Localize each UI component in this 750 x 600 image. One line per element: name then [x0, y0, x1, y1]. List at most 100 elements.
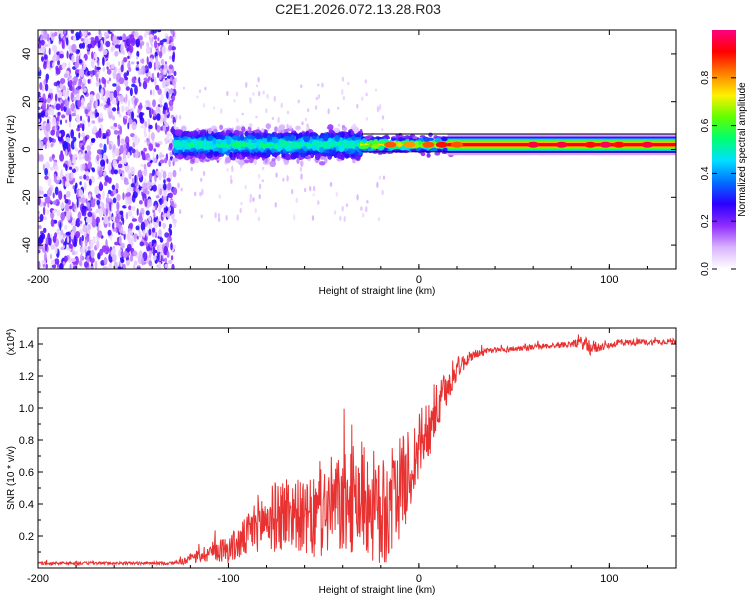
heatmap-cell [226, 129, 231, 134]
heatmap-cell [134, 31, 139, 39]
heatmap-cell [163, 183, 167, 191]
heatmap-cell [257, 76, 260, 83]
heatmap-cell [90, 266, 94, 269]
heatmap-cell [79, 220, 83, 225]
heatmap-cell [174, 202, 177, 208]
heatmap-cell [98, 205, 100, 209]
heatmap-cell [168, 88, 174, 95]
heatmap-cell [271, 117, 275, 120]
heatmap-cell [91, 120, 96, 124]
heatmap-cell [70, 129, 74, 139]
heatmap-cell [218, 131, 225, 135]
heatmap-cell [105, 132, 109, 137]
heatmap-cell [350, 149, 356, 153]
heatmap-cell [144, 132, 147, 138]
snr-x-tick-label: -100 [217, 573, 239, 585]
heatmap-cell [419, 149, 427, 152]
heatmap-cell [125, 212, 129, 220]
heatmap-cell [87, 43, 92, 49]
heatmap-cell [202, 170, 206, 176]
heatmap-cell [43, 61, 47, 65]
heatmap-cell [182, 136, 189, 140]
heatmap-cell [527, 141, 540, 148]
heatmap-noise-speckle [38, 30, 386, 269]
heatmap-cell [68, 75, 72, 79]
heatmap-cell [157, 254, 160, 262]
heatmap-cell [60, 119, 62, 125]
heatmap-cell [288, 142, 293, 149]
heatmap-cell [434, 151, 441, 156]
heatmap-cell [265, 149, 272, 157]
heatmap-cell [140, 43, 142, 50]
heatmap-cell [65, 100, 70, 106]
heatmap-cell [289, 125, 292, 130]
heatmap-cell [167, 107, 170, 113]
heatmap-cell [119, 144, 124, 154]
heatmap-cell [155, 84, 160, 91]
heatmap-cell [162, 38, 168, 43]
heatmap-cell [160, 58, 165, 65]
heatmap-cell [128, 205, 132, 211]
heatmap-cell [250, 139, 258, 143]
heatmap-cell [44, 83, 49, 92]
heatmap-cell [319, 146, 325, 153]
heatmap-cell [157, 37, 160, 42]
heatmap-cell [254, 133, 262, 140]
heatmap-cell [119, 77, 125, 85]
heatmap-cell [94, 65, 97, 75]
heatmap-cell [151, 239, 157, 244]
heatmap-cell [76, 116, 81, 123]
heatmap-cell [89, 114, 95, 119]
heatmap-cell [226, 90, 229, 97]
heatmap-cell [79, 68, 85, 78]
heatmap-cell [305, 130, 309, 136]
heatmap-cell [138, 231, 142, 238]
heatmap-x-tick-label: -100 [217, 274, 239, 286]
heatmap-cell [44, 175, 49, 180]
heatmap-cell [45, 110, 48, 117]
heatmap-cell [138, 76, 141, 84]
heatmap-cell [187, 142, 194, 147]
heatmap-cell [131, 121, 137, 131]
heatmap-cell [88, 206, 92, 213]
heatmap-cell [296, 157, 300, 164]
heatmap-cell [555, 141, 568, 148]
heatmap-cell [282, 177, 285, 182]
heatmap-cell [170, 30, 175, 35]
heatmap-cell [104, 104, 109, 108]
heatmap-cell [54, 186, 59, 196]
heatmap-cell [199, 191, 202, 197]
heatmap-cell [131, 177, 134, 184]
heatmap-cell [317, 94, 321, 99]
heatmap-cell [134, 98, 138, 106]
heatmap-cell [160, 169, 164, 173]
heatmap-cell [73, 141, 77, 149]
heatmap-cell [128, 230, 134, 236]
heatmap-cell [377, 217, 381, 222]
heatmap-cell [154, 76, 157, 86]
heatmap-cell [451, 141, 463, 148]
heatmap-cell [284, 135, 291, 141]
heatmap-cell [190, 166, 193, 172]
heatmap-cell [76, 49, 81, 53]
heatmap-cell [87, 224, 92, 231]
heatmap-cell [78, 189, 84, 198]
heatmap-cell [434, 137, 441, 143]
heatmap-cell [311, 215, 315, 221]
snr-y-tick-label: 0.4 [19, 499, 34, 511]
heatmap-cell [161, 64, 164, 69]
heatmap-cell [151, 230, 156, 238]
heatmap-cell [168, 64, 174, 70]
heatmap-cell [145, 210, 150, 216]
heatmap-cell [95, 81, 100, 87]
heatmap-cell [160, 255, 163, 261]
heatmap-cell [128, 117, 133, 125]
heatmap-cell [148, 260, 153, 267]
heatmap-cell [110, 94, 113, 102]
heatmap-cell [147, 199, 153, 207]
heatmap-cell [147, 157, 151, 162]
heatmap-cell [146, 106, 150, 111]
heatmap-cell [140, 66, 143, 75]
heatmap-cell [114, 147, 120, 157]
heatmap-cell [399, 147, 406, 151]
